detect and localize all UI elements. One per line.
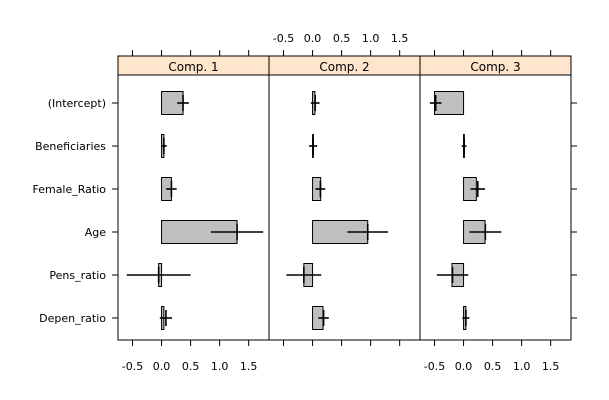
xtick-label-top-2-2: 0.5 [333,32,351,45]
category-label-Female_Ratio: Female_Ratio [32,183,106,196]
category-label-Pens_ratio: Pens_ratio [49,269,106,282]
xtick-label-top-2-0: -0.5 [273,32,294,45]
panel-frame-2 [268,74,421,341]
category-label-(Intercept): (Intercept) [48,97,106,110]
xtick-label-bottom-1-1: 0.0 [153,360,171,373]
xtick-label-bottom-3-2: 0.5 [484,360,502,373]
xtick-label-bottom-1-0: -0.5 [122,360,143,373]
panel-frame-3 [419,74,572,341]
category-label-Depen_ratio: Depen_ratio [39,312,106,325]
panel-title-2: Comp. 2 [319,60,369,74]
panel-title-1: Comp. 1 [168,60,218,74]
xtick-label-top-2-1: 0.0 [304,32,322,45]
xtick-label-bottom-3-1: 0.0 [455,360,473,373]
xtick-label-top-2-4: 1.5 [391,32,409,45]
xtick-label-top-2-3: 1.0 [362,32,380,45]
xtick-label-bottom-3-0: -0.5 [424,360,445,373]
category-label-Beneficiaries: Beneficiaries [35,140,106,153]
xtick-label-bottom-3-4: 1.5 [542,360,560,373]
panel-title-3: Comp. 3 [470,60,520,74]
xtick-label-bottom-1-4: 1.5 [240,360,258,373]
panel-frame-1 [117,74,270,341]
xtick-label-bottom-3-3: 1.0 [513,360,531,373]
xtick-label-bottom-1-2: 0.5 [182,360,200,373]
xtick-label-bottom-1-3: 1.0 [211,360,229,373]
category-label-Age: Age [85,226,107,239]
